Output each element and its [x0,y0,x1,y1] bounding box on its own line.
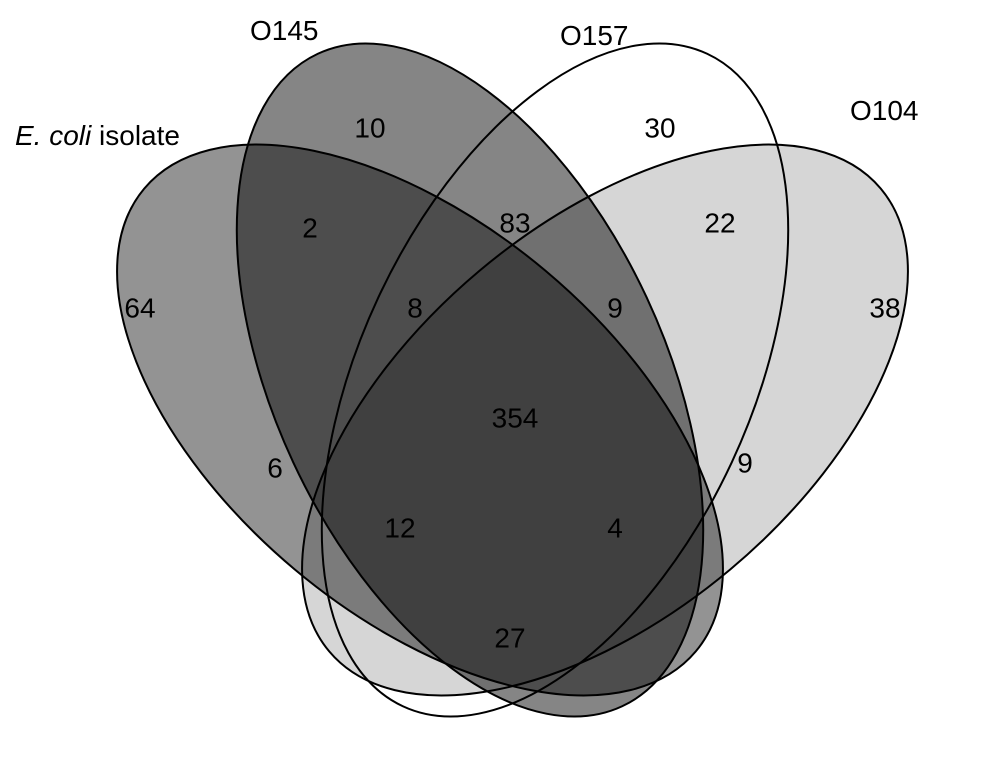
value-AC: 6 [267,452,283,483]
value-ACD: 12 [384,512,415,543]
value-D-only: 38 [869,292,900,323]
set-label-B: O145 [250,15,319,46]
value-ABC: 8 [407,292,423,323]
value-ABCD: 354 [492,402,539,433]
value-ABD: 4 [607,512,623,543]
set-label-C: O157 [560,20,629,51]
set-label-A-rest: isolate [91,120,180,151]
value-B-only: 10 [354,112,385,143]
value-BD: 9 [737,447,753,478]
value-AD: 27 [494,622,525,653]
set-label-D: O104 [850,95,919,126]
value-CD: 22 [704,207,735,238]
set-label-A: E. coli isolate [15,120,180,151]
value-AB: 2 [302,212,318,243]
value-BC: 83 [499,207,530,238]
value-C-only: 30 [644,112,675,143]
value-A-only: 64 [124,292,155,323]
set-label-A-italic: E. coli [15,120,92,151]
venn-diagram: E. coli isolate O145 O157 O104 64 10 30 … [0,0,1000,775]
value-BCD: 9 [607,292,623,323]
